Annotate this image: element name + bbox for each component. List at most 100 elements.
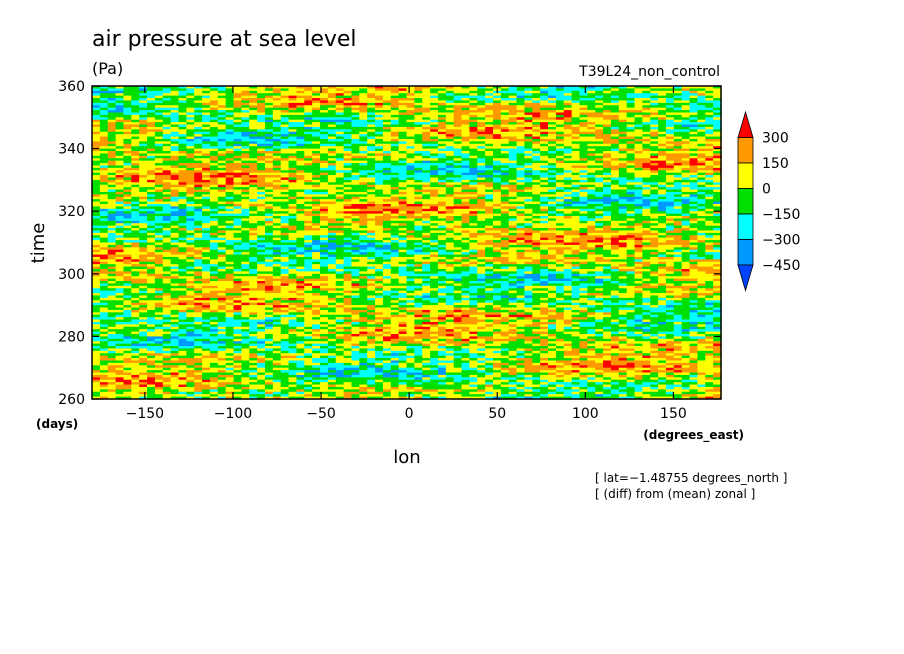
heatmap-cell	[280, 98, 290, 102]
heatmap-cell	[610, 191, 620, 195]
heatmap-cell	[430, 153, 439, 157]
heatmap-cell	[154, 117, 164, 121]
heatmap-cell	[548, 117, 557, 121]
heatmap-cell	[280, 163, 290, 167]
heatmap-cell	[115, 112, 125, 116]
heatmap-cell	[642, 102, 651, 106]
heatmap-cell	[288, 158, 298, 162]
heatmap-cell	[304, 170, 313, 174]
heatmap-cell	[398, 110, 408, 114]
heatmap-cell	[186, 165, 195, 169]
heatmap-cell	[705, 90, 714, 94]
heatmap-cell	[492, 160, 502, 164]
heatmap-cell	[390, 124, 400, 128]
heatmap-cell	[351, 107, 360, 111]
heatmap-cell	[312, 105, 321, 109]
heatmap-cell	[359, 131, 368, 135]
heatmap-cell	[272, 187, 282, 191]
heatmap-cell	[225, 88, 235, 92]
heatmap-cell	[681, 184, 691, 188]
heatmap-cell	[343, 163, 353, 167]
heatmap-cell	[461, 100, 470, 104]
heatmap-cell	[202, 199, 211, 203]
heatmap-cell	[139, 191, 148, 195]
heatmap-cell	[650, 189, 659, 193]
heatmap-cell	[610, 112, 620, 116]
heatmap-cell	[500, 117, 510, 121]
heatmap-cell	[296, 114, 305, 118]
heatmap-cell	[485, 177, 494, 181]
heatmap-cell	[610, 199, 620, 203]
heatmap-cell	[697, 179, 706, 183]
heatmap-cell	[217, 199, 227, 203]
heatmap-cell	[367, 95, 376, 99]
heatmap-cell	[327, 182, 337, 186]
heatmap-cell	[524, 105, 533, 109]
heatmap-cell	[351, 182, 360, 186]
heatmap-cell	[642, 90, 651, 94]
heatmap-cell	[540, 184, 549, 188]
heatmap-cell	[186, 189, 195, 193]
heatmap-cell	[469, 189, 478, 193]
heatmap-cell	[579, 199, 588, 203]
heatmap-cell	[532, 199, 541, 203]
heatmap-cell	[225, 124, 235, 128]
heatmap-cell	[343, 131, 353, 135]
heatmap-cell	[382, 172, 392, 176]
heatmap-cell	[555, 124, 565, 128]
heatmap-cell	[249, 117, 258, 121]
heatmap-cell	[296, 110, 305, 114]
heatmap-cell	[587, 191, 596, 195]
heatmap-cell	[351, 114, 360, 118]
heatmap-cell	[351, 196, 360, 200]
heatmap-cell	[555, 98, 565, 102]
heatmap-cell	[147, 196, 156, 200]
heatmap-cell	[634, 177, 643, 181]
heatmap-cell	[233, 165, 242, 169]
heatmap-cell	[492, 167, 502, 171]
heatmap-cell	[390, 119, 400, 123]
heatmap-cell	[681, 179, 691, 183]
heatmap-cell	[233, 187, 242, 191]
heatmap-cell	[437, 170, 447, 174]
heatmap-cell	[555, 119, 565, 123]
heatmap-cell	[485, 160, 494, 164]
heatmap-cell	[603, 194, 612, 198]
heatmap-cell	[705, 110, 714, 114]
heatmap-cell	[264, 141, 274, 145]
heatmap-cell	[170, 172, 180, 176]
heatmap-cell	[603, 175, 612, 179]
heatmap-cell	[217, 119, 227, 123]
heatmap-cell	[461, 90, 470, 94]
heatmap-cell	[469, 88, 478, 92]
heatmap-cell	[579, 122, 588, 126]
heatmap-cell	[147, 189, 156, 193]
heatmap-cell	[225, 114, 235, 118]
heatmap-cell	[162, 124, 172, 128]
heatmap-cell	[548, 189, 557, 193]
heatmap-cell	[131, 110, 140, 114]
heatmap-cell	[658, 191, 667, 195]
heatmap-cell	[406, 126, 415, 130]
heatmap-cell	[162, 117, 172, 121]
heatmap-cell	[335, 172, 345, 176]
heatmap-cell	[264, 124, 274, 128]
heatmap-cell	[367, 160, 376, 164]
heatmap-cell	[430, 100, 439, 104]
heatmap-cell	[658, 189, 667, 193]
heatmap-cell	[296, 191, 305, 195]
heatmap-cell	[430, 175, 439, 179]
heatmap-cell	[508, 148, 518, 152]
heatmap-cell	[296, 151, 305, 155]
heatmap-cell	[681, 138, 691, 142]
heatmap-cell	[398, 90, 408, 94]
heatmap-cell	[359, 191, 368, 195]
heatmap-cell	[375, 163, 384, 167]
heatmap-cell	[555, 165, 565, 169]
heatmap-cell	[312, 153, 321, 157]
heatmap-cell	[610, 122, 620, 126]
heatmap-cell	[713, 131, 722, 135]
heatmap-cell	[351, 134, 360, 138]
heatmap-cell	[327, 138, 337, 142]
heatmap-cell	[107, 117, 117, 121]
